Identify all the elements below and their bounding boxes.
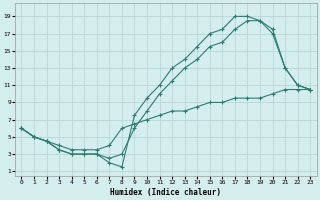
X-axis label: Humidex (Indice chaleur): Humidex (Indice chaleur) — [110, 188, 221, 197]
